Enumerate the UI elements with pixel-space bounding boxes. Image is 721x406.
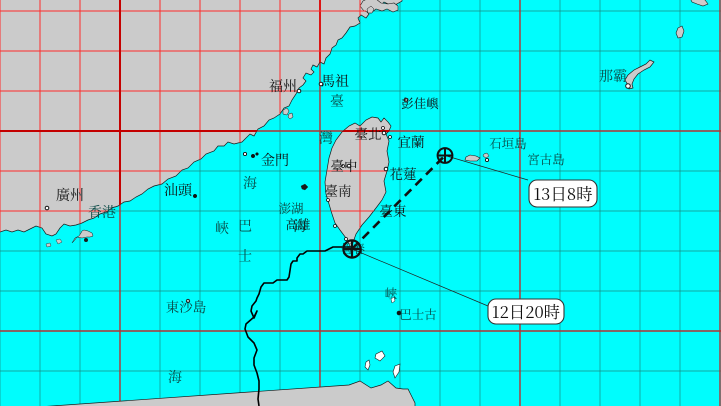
svg-text:峽: 峽 bbox=[385, 284, 398, 302]
svg-text:香港: 香港 bbox=[88, 202, 116, 222]
svg-text:臺中: 臺中 bbox=[331, 155, 358, 175]
svg-text:巴士古: 巴士古 bbox=[399, 305, 437, 323]
svg-text:臺南: 臺南 bbox=[325, 180, 352, 200]
svg-text:臺: 臺 bbox=[330, 91, 344, 111]
svg-text:灣: 灣 bbox=[319, 128, 333, 148]
svg-text:那霸: 那霸 bbox=[599, 66, 627, 86]
svg-text:峽: 峽 bbox=[215, 218, 230, 238]
svg-text:13日8時: 13日8時 bbox=[533, 181, 592, 205]
svg-text:臺東: 臺東 bbox=[380, 200, 407, 220]
svg-text:12日20時: 12日20時 bbox=[492, 299, 560, 323]
svg-text:巴: 巴 bbox=[238, 216, 252, 236]
svg-text:汕頭: 汕頭 bbox=[164, 180, 193, 200]
svg-text:石垣島: 石垣島 bbox=[489, 134, 527, 152]
svg-text:臺北: 臺北 bbox=[355, 123, 382, 143]
svg-text:金門: 金門 bbox=[261, 150, 289, 170]
svg-text:福州: 福州 bbox=[269, 76, 297, 96]
svg-text:馬祖: 馬祖 bbox=[321, 71, 349, 91]
svg-text:高雄: 高雄 bbox=[285, 215, 311, 233]
svg-text:花蓮: 花蓮 bbox=[390, 163, 417, 183]
svg-text:宜蘭: 宜蘭 bbox=[398, 131, 425, 151]
svg-text:彭佳嶼: 彭佳嶼 bbox=[401, 94, 439, 112]
svg-text:士: 士 bbox=[238, 246, 252, 266]
svg-text:東沙島: 東沙島 bbox=[166, 296, 207, 316]
svg-text:廣州: 廣州 bbox=[56, 185, 84, 205]
svg-text:海: 海 bbox=[243, 173, 257, 193]
svg-text:海: 海 bbox=[168, 367, 182, 387]
svg-text:宮古島: 宮古島 bbox=[527, 150, 565, 168]
